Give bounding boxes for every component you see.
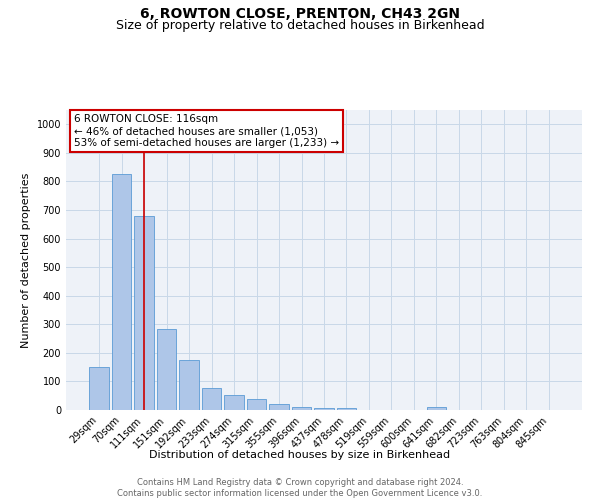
Text: Contains HM Land Registry data © Crown copyright and database right 2024.
Contai: Contains HM Land Registry data © Crown c… xyxy=(118,478,482,498)
Bar xyxy=(157,328,176,410)
Text: 6, ROWTON CLOSE, PRENTON, CH43 2GN: 6, ROWTON CLOSE, PRENTON, CH43 2GN xyxy=(140,8,460,22)
Bar xyxy=(112,174,131,410)
Bar xyxy=(224,395,244,410)
Bar xyxy=(269,404,289,410)
Bar xyxy=(202,388,221,410)
Text: Size of property relative to detached houses in Birkenhead: Size of property relative to detached ho… xyxy=(116,18,484,32)
Bar xyxy=(134,216,154,410)
Bar xyxy=(247,398,266,410)
Bar xyxy=(292,406,311,410)
Text: Distribution of detached houses by size in Birkenhead: Distribution of detached houses by size … xyxy=(149,450,451,460)
Y-axis label: Number of detached properties: Number of detached properties xyxy=(21,172,31,348)
Bar xyxy=(427,407,446,410)
Bar xyxy=(337,408,356,410)
Bar xyxy=(89,366,109,410)
Text: 6 ROWTON CLOSE: 116sqm
← 46% of detached houses are smaller (1,053)
53% of semi-: 6 ROWTON CLOSE: 116sqm ← 46% of detached… xyxy=(74,114,339,148)
Bar xyxy=(179,360,199,410)
Bar xyxy=(314,408,334,410)
